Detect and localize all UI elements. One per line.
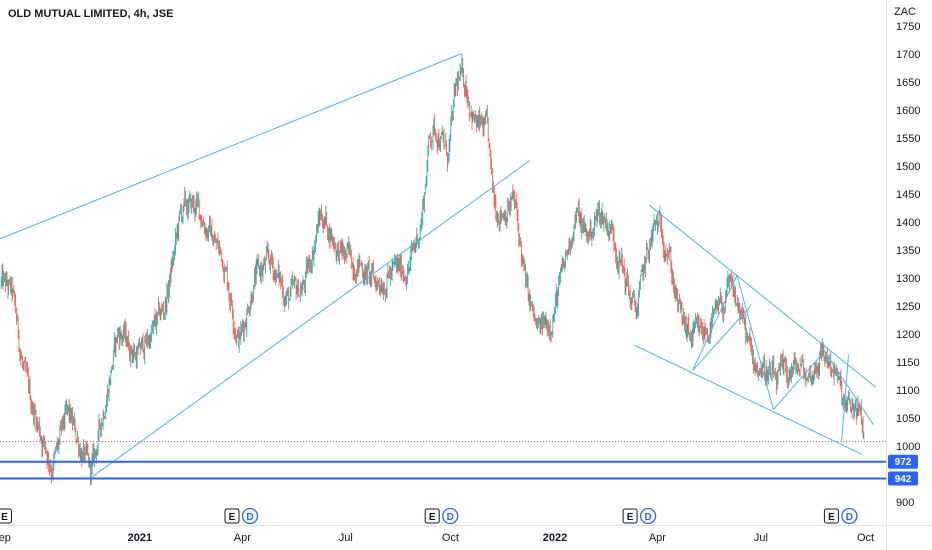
trendline[interactable]	[692, 274, 738, 371]
price-tick-label: 1600	[896, 105, 920, 117]
dividend-marker-label: D	[846, 512, 853, 523]
time-tick-label: Sep	[0, 532, 11, 544]
time-tick-label: Oct	[857, 532, 874, 544]
price-tick-label: 1550	[896, 133, 920, 145]
plot-background	[0, 0, 886, 525]
level-badge[interactable]	[888, 454, 918, 469]
time-tick-label: Jul	[339, 532, 353, 544]
earnings-marker-label: E	[229, 512, 236, 523]
earnings-marker-label: E	[828, 512, 835, 523]
time-tick-label: Jul	[754, 532, 768, 544]
earnings-marker[interactable]	[622, 508, 638, 524]
price-tick-label: 1750	[896, 21, 920, 33]
trendline[interactable]	[821, 347, 874, 425]
price-tick-label: 1400	[896, 217, 920, 229]
trendlines[interactable]	[0, 53, 877, 478]
price-tick-label: 1300	[896, 273, 920, 285]
price-tick-label: 1700	[896, 49, 920, 61]
chart-title: OLD MUTUAL LIMITED, 4h, JSE	[8, 8, 173, 20]
level-badge[interactable]	[888, 471, 918, 486]
time-tick-label: Apr	[649, 532, 666, 544]
time-tick-label: 2022	[543, 532, 567, 544]
price-tick-label: 1050	[896, 413, 920, 425]
currency-label: ZAC	[894, 6, 916, 18]
price-tick-label: 1650	[896, 77, 920, 89]
price-tick-label: 1350	[896, 245, 920, 257]
earnings-marker[interactable]	[224, 508, 240, 524]
time-tick-label: Oct	[442, 532, 459, 544]
price-tick-label: 900	[896, 497, 914, 509]
dividend-marker[interactable]	[241, 507, 259, 525]
trendline[interactable]	[634, 344, 863, 455]
time-tick-label: Apr	[234, 532, 251, 544]
price-tick-label: 1450	[896, 189, 920, 201]
earnings-marker-label: E	[1, 512, 8, 523]
trendline[interactable]	[736, 275, 774, 410]
price-axis[interactable]: 900 1000 1050 1100 1150 1200 1250 1300 1350 1400 1…	[896, 21, 920, 509]
dividend-marker-label: D	[447, 512, 454, 523]
earnings-marker[interactable]	[424, 508, 440, 524]
time-axis[interactable]: Sep 2021 Apr Jul Oct 2022 Apr Jul Oct	[0, 532, 874, 544]
dividend-marker-label: D	[644, 512, 651, 523]
price-tick-label: 1250	[896, 301, 920, 313]
trendline[interactable]	[0, 53, 461, 240]
horizontal-levels[interactable]: 972 942	[0, 441, 918, 486]
dividend-marker-label: D	[246, 512, 253, 523]
level-badge-label: 972	[895, 457, 912, 468]
earnings-marker[interactable]	[823, 508, 839, 524]
price-tick-label: 1200	[896, 329, 920, 341]
dividend-marker[interactable]	[442, 507, 459, 525]
time-tick-label: 2021	[128, 532, 152, 544]
price-tick-label: 1150	[896, 357, 920, 369]
earnings-marker-label: E	[429, 512, 436, 523]
trendline[interactable]	[91, 159, 531, 478]
trendline[interactable]	[649, 204, 877, 388]
price-tick-label: 1100	[896, 385, 920, 397]
trendline[interactable]	[841, 354, 849, 442]
price-tick-label: 1000	[896, 441, 920, 453]
trendline[interactable]	[692, 305, 752, 371]
candles	[0, 53, 865, 486]
dividend-marker[interactable]	[639, 507, 657, 525]
trendline[interactable]	[773, 356, 821, 410]
earnings-marker-label: E	[627, 512, 634, 523]
level-badge-label: 942	[895, 474, 912, 485]
earnings-marker[interactable]	[0, 508, 12, 524]
dividend-marker[interactable]	[841, 507, 858, 525]
price-tick-label: 1500	[896, 161, 920, 173]
